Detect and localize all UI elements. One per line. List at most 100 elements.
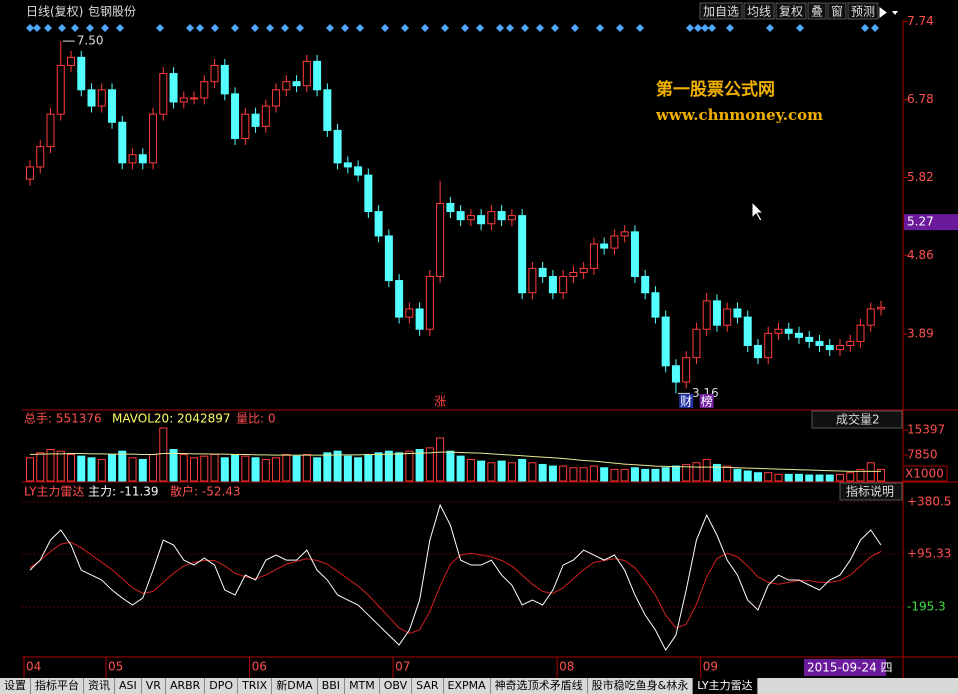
- candle-body: [518, 215, 527, 294]
- signal-diamond: [861, 24, 869, 32]
- indicator-button[interactable]: 指标说明: [846, 484, 894, 499]
- toolbar-button[interactable]: [827, 2, 847, 20]
- signal-diamond: [71, 24, 79, 32]
- marker-box: [699, 394, 714, 408]
- volume-bar: [610, 468, 619, 482]
- mavol-line: [29, 451, 881, 472]
- dropdown-icon[interactable]: [892, 11, 898, 15]
- candle-body: [313, 60, 322, 91]
- volume-bar: [436, 437, 445, 482]
- volume-bar: [159, 427, 168, 482]
- bottom-tab[interactable]: 神奇选顶术矛盾线: [491, 678, 588, 694]
- bottom-tab[interactable]: 资讯: [84, 678, 115, 694]
- retail-line: [29, 541, 882, 635]
- candle-body: [866, 308, 875, 326]
- volume-bar: [149, 453, 158, 482]
- candle-body: [395, 280, 404, 318]
- bottom-tab[interactable]: LY主力雷达: [693, 678, 758, 694]
- volume-bar: [67, 453, 76, 482]
- volume-bar: [477, 460, 486, 482]
- candle-body: [118, 121, 127, 164]
- volume-bar: [241, 455, 250, 482]
- bottom-tab[interactable]: 新DMA: [272, 678, 318, 694]
- toolbar-button[interactable]: [699, 2, 743, 20]
- volume-bar: [569, 467, 578, 482]
- bottom-tab[interactable]: VR: [142, 678, 166, 694]
- volume-bar: [702, 458, 711, 482]
- bottom-tab[interactable]: MTM: [345, 678, 380, 694]
- candle-body: [87, 89, 96, 107]
- bottom-tab[interactable]: 设置: [0, 678, 31, 694]
- toolbar-button[interactable]: [847, 2, 879, 20]
- candle-body: [323, 89, 332, 131]
- bottom-tab[interactable]: OBV: [380, 678, 413, 694]
- volume-header: 总手: 551376: [24, 412, 102, 426]
- candle-body: [569, 271, 578, 278]
- candle-body: [46, 113, 55, 148]
- bottom-tab[interactable]: EXPMA: [444, 678, 491, 694]
- signal-diamond: [296, 24, 304, 32]
- signal-diamond: [616, 24, 624, 32]
- button-box[interactable]: [839, 482, 903, 501]
- volume-bar: [507, 462, 516, 482]
- volume-bar: [456, 455, 465, 482]
- candle-body: [794, 332, 803, 338]
- candle-body: [825, 344, 834, 351]
- bottom-tab[interactable]: TRIX: [238, 678, 273, 694]
- bottom-tab[interactable]: BBI: [318, 678, 346, 694]
- candle-body: [774, 328, 783, 334]
- volume-selector[interactable]: 成交量2: [836, 412, 880, 427]
- volume-bar: [118, 450, 127, 482]
- candle-body: [405, 308, 414, 318]
- signal-diamond: [44, 24, 52, 32]
- background: [0, 0, 958, 678]
- marker-label: 涨: [434, 394, 446, 409]
- cursor-date-box: [804, 659, 886, 676]
- date-label: 08: [559, 660, 574, 674]
- marker-label: 榜: [701, 394, 713, 409]
- candle-body: [436, 202, 445, 278]
- volume-bar: [251, 457, 260, 482]
- toolbar-label[interactable]: 预测: [851, 5, 875, 19]
- volume-bar: [794, 473, 803, 482]
- bottom-tab[interactable]: 股市稳吃鱼身&林永: [588, 678, 694, 694]
- candle-body: [149, 113, 158, 164]
- selector-box[interactable]: [811, 410, 903, 429]
- volume-bar: [200, 455, 209, 482]
- watermark: 第一股票公式网: [656, 79, 775, 100]
- volume-bar: [179, 453, 188, 482]
- toolbar-label[interactable]: 窗: [831, 5, 843, 19]
- y-tick-label: 7850: [907, 447, 938, 461]
- toolbar-button[interactable]: [807, 2, 827, 20]
- signal-diamond: [231, 24, 239, 32]
- candle-body: [589, 243, 598, 269]
- toolbar-button[interactable]: [775, 2, 807, 20]
- toolbar-label[interactable]: 叠: [811, 5, 823, 19]
- volume-bar: [528, 462, 537, 482]
- bottom-tab[interactable]: ARBR: [166, 678, 206, 694]
- bottom-tab[interactable]: ASI: [115, 678, 142, 694]
- volume-bar: [825, 474, 834, 482]
- toolbar-button[interactable]: [743, 2, 775, 20]
- volume-header: 量比: 0: [236, 412, 276, 426]
- date-label: 04: [26, 660, 41, 674]
- bottom-tab[interactable]: SAR: [412, 678, 444, 694]
- y-tick-label: -195.3: [907, 600, 946, 614]
- candle-body: [343, 162, 352, 168]
- chart-area: 日线(复权) 包钢股份 第一股票公式网 www.chnmoney.com 加自选…: [0, 0, 958, 678]
- toolbar-label[interactable]: 复权: [779, 5, 803, 19]
- bottom-tab[interactable]: DPO: [205, 678, 239, 694]
- unit-label: X1000: [905, 467, 944, 481]
- signal-diamond: [33, 24, 41, 32]
- toolbar-label[interactable]: 加自选: [703, 5, 739, 19]
- bottom-tab[interactable]: 指标平台: [31, 678, 84, 694]
- volume-bar: [784, 473, 793, 482]
- toolbar-label[interactable]: 均线: [747, 5, 771, 19]
- volume-bar: [661, 467, 670, 482]
- volume-bar: [723, 465, 732, 482]
- candle-body: [108, 89, 117, 123]
- volume-bar: [446, 450, 455, 482]
- volume-bar: [692, 462, 701, 482]
- candle-body: [210, 64, 219, 83]
- y-tick-label: 7.74: [907, 14, 934, 28]
